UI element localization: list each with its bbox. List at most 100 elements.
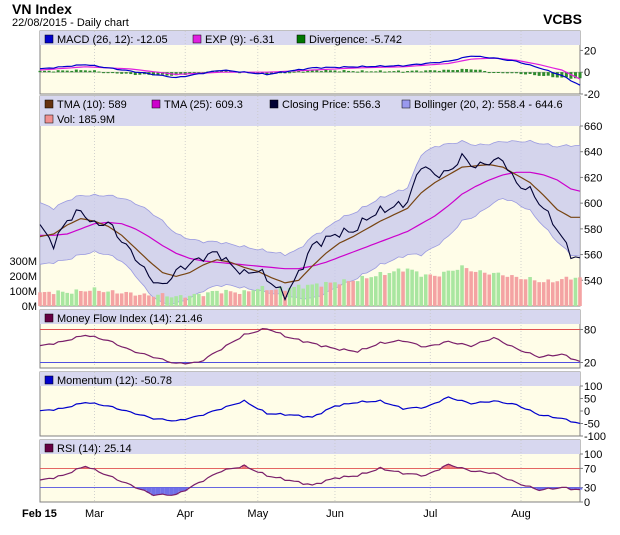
- y-tick-label: -50: [584, 419, 600, 431]
- legend-entry: Bollinger (20, 2): 558.4 - 644.6: [414, 99, 563, 111]
- volume-bar: [473, 271, 478, 306]
- volume-bar: [92, 287, 97, 306]
- divergence-bar: [297, 70, 301, 73]
- volume-bar: [233, 292, 237, 306]
- volume-bar: [178, 295, 183, 306]
- divergence-bar: [387, 71, 391, 73]
- volume-bar: [79, 290, 83, 306]
- divergence-bar: [292, 71, 296, 73]
- volume-bar: [455, 269, 460, 306]
- volume-bar: [60, 291, 65, 306]
- volume-bar: [437, 276, 442, 306]
- divergence-bar: [492, 72, 496, 74]
- divergence-bar: [478, 69, 482, 73]
- legend-entry: Vol: 185.9M: [57, 114, 115, 126]
- legend-swatch: [44, 313, 54, 323]
- brand-label: VCBS: [543, 11, 582, 27]
- volume-bar: [442, 271, 446, 306]
- volume-bar: [210, 291, 215, 306]
- divergence-bar: [487, 72, 491, 74]
- divergence-bar: [111, 72, 115, 74]
- y-tick-label: 30: [584, 483, 596, 495]
- legend-swatch: [296, 34, 306, 44]
- volume-bar: [287, 288, 292, 306]
- divergence-bar: [224, 69, 228, 73]
- volume-bar: [106, 291, 110, 306]
- divergence-bar: [424, 70, 428, 73]
- volume-bar: [491, 272, 496, 306]
- y-tick-label: -100: [584, 431, 606, 443]
- legend-entry: TMA (25): 609.3: [164, 99, 243, 111]
- divergence-bar: [401, 71, 405, 73]
- divergence-bar: [578, 72, 582, 79]
- volume-bar: [555, 281, 560, 306]
- divergence-bar: [460, 68, 464, 73]
- legend-swatch: [44, 375, 54, 385]
- divergence-bar: [179, 72, 183, 75]
- macd-line: [39, 55, 581, 86]
- volume-bar: [74, 289, 79, 306]
- divergence-bar: [174, 72, 178, 76]
- volume-bar: [147, 295, 151, 306]
- divergence-bar: [74, 69, 78, 73]
- volume-bar: [42, 292, 47, 306]
- x-tick-label: Apr: [177, 508, 194, 520]
- divergence-bar: [369, 71, 373, 73]
- volume-bar: [206, 292, 210, 306]
- divergence-bar: [333, 70, 337, 73]
- volume-bar: [224, 289, 228, 306]
- divergence-bar: [433, 70, 437, 73]
- volume-bar: [310, 284, 315, 306]
- volume-tick-label: 0M: [22, 301, 37, 313]
- volume-bar: [342, 279, 346, 306]
- volume-bar: [246, 291, 251, 306]
- divergence-bar: [315, 69, 319, 73]
- volume-bar: [333, 282, 337, 306]
- volume-bar: [174, 296, 178, 306]
- bollinger-band: [40, 140, 580, 305]
- volume-bar: [405, 268, 410, 306]
- volume-bar: [546, 279, 551, 306]
- volume-bar: [197, 293, 201, 306]
- divergence-bar: [56, 70, 60, 73]
- divergence-bar: [151, 72, 155, 76]
- y-tick-label: 0: [584, 406, 590, 418]
- volume-bar: [278, 286, 283, 306]
- volume-bar: [392, 271, 396, 306]
- volume-bar: [56, 290, 60, 306]
- momentum-line: [39, 396, 581, 424]
- divergence-bar: [542, 72, 546, 76]
- legend-swatch: [401, 99, 411, 109]
- volume-bar: [451, 270, 455, 306]
- volume-bar: [478, 270, 482, 306]
- volume-bar: [351, 280, 355, 306]
- divergence-bar: [514, 72, 518, 74]
- x-tick-label: May: [247, 508, 268, 520]
- divergence-bar: [301, 71, 305, 73]
- volume-bar: [505, 276, 510, 306]
- legend-swatch: [44, 99, 54, 109]
- divergence-bar: [451, 70, 455, 73]
- closing-price-line: [39, 152, 581, 302]
- divergence-bar: [279, 72, 283, 74]
- volume-bar: [528, 277, 532, 306]
- divergence-bar: [406, 71, 410, 73]
- volume-bar: [369, 277, 374, 306]
- volume-bar: [519, 279, 523, 306]
- legend-swatch: [44, 34, 54, 44]
- divergence-bar: [70, 70, 74, 73]
- panel-momentum-legend-band: [40, 372, 580, 386]
- divergence-bar: [106, 72, 110, 74]
- volume-bar: [88, 290, 92, 306]
- volume-bar: [256, 289, 260, 306]
- volume-bar: [215, 290, 219, 306]
- panel-macd: 20 0 -20 MACD (26, 12): -12.05 EXP (9): -6.3…: [38, 30, 600, 101]
- divergence-bar: [415, 70, 419, 73]
- y-tick-label: 0: [584, 67, 590, 79]
- divergence-bar: [88, 70, 92, 73]
- volume-bar: [110, 290, 115, 306]
- divergence-bar: [555, 72, 559, 78]
- x-tick-label: Aug: [511, 508, 531, 520]
- volume-bar: [346, 281, 351, 306]
